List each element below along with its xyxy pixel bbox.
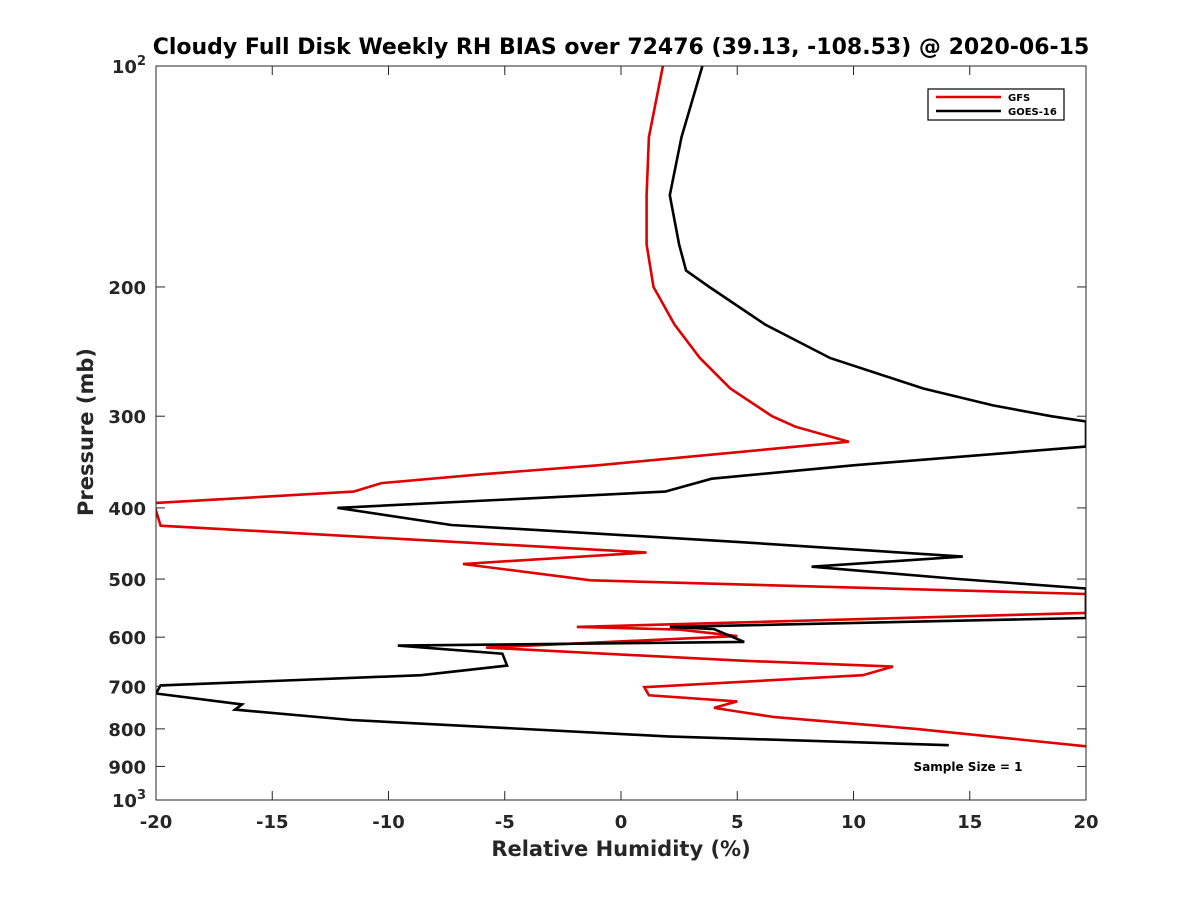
y-tick-label: 200 xyxy=(108,278,146,299)
y-tick-label: 900 xyxy=(108,757,146,778)
legend-label: GFS xyxy=(1008,93,1030,104)
x-tick-label: 20 xyxy=(1073,812,1098,833)
legend: GFS GOES-16 xyxy=(927,88,1065,121)
y-tick-label: 102 xyxy=(112,54,146,78)
y-tick-label: 500 xyxy=(108,570,146,591)
y-tick-label: 700 xyxy=(108,677,146,698)
legend-label: GOES-16 xyxy=(1008,107,1057,118)
x-tick-label: 10 xyxy=(841,812,866,833)
x-tick-label: -20 xyxy=(140,812,173,833)
y-axis-label: Pressure (mb) xyxy=(74,348,98,516)
plot-frame xyxy=(155,65,1087,801)
series-line-goes-16 xyxy=(156,66,1086,747)
x-tick-label: 15 xyxy=(957,812,982,833)
y-tick-label: 800 xyxy=(108,720,146,741)
y-tick-label: 103 xyxy=(112,788,146,812)
legend-box xyxy=(927,88,1065,121)
x-tick-label: -10 xyxy=(372,812,405,833)
x-axis: -20 -15 -10 -5 0 5 10 15 20 xyxy=(140,66,1099,833)
x-tick-label: -5 xyxy=(495,812,515,833)
y-tick-label: 600 xyxy=(108,628,146,649)
x-tick-label: 5 xyxy=(731,812,744,833)
plot-lines xyxy=(156,66,1086,748)
y-tick-label: 300 xyxy=(108,407,146,428)
chart-title: Cloudy Full Disk Weekly RH BIAS over 724… xyxy=(153,35,1090,60)
x-axis-label: Relative Humidity (%) xyxy=(491,837,750,861)
series-line-gfs xyxy=(156,66,1086,748)
y-axis: 102 200 300 400 500 600 700 800 900 103 xyxy=(108,54,1086,812)
y-tick-label: 400 xyxy=(108,499,146,520)
sample-size-note: Sample Size = 1 xyxy=(914,760,1023,774)
x-tick-label: 0 xyxy=(615,812,628,833)
x-tick-label: -15 xyxy=(256,812,289,833)
